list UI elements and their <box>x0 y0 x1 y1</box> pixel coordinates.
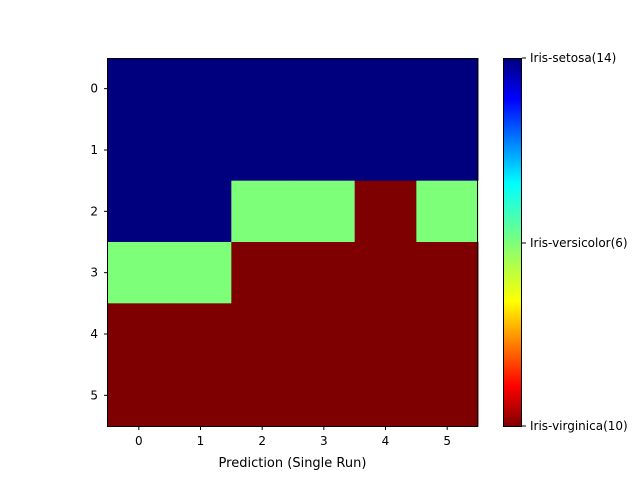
heatmap-cell <box>108 303 171 366</box>
heatmap-cell <box>416 58 479 120</box>
y-tick-label: 4 <box>90 327 98 341</box>
heatmap-cell <box>354 119 417 182</box>
heatmap-cell <box>293 180 356 243</box>
heatmap-cell <box>293 303 356 366</box>
heatmap-cell <box>416 119 479 182</box>
plot-frame <box>107 58 478 427</box>
y-axis-ticks: 0 1 2 3 4 5 <box>90 82 108 402</box>
colorbar-ticks: Iris-setosa(14) Iris-versicolor(6) Iris-vi… <box>522 51 628 433</box>
x-tick-label: 3 <box>320 434 328 448</box>
heatmap-cell <box>231 303 294 366</box>
heatmap-cell <box>354 180 417 243</box>
heatmap-cell <box>354 364 417 427</box>
heatmap-cell <box>169 119 232 182</box>
colorbar-tick-label: Iris-virginica(10) <box>530 419 628 433</box>
heatmap-cell <box>231 364 294 427</box>
heatmap-cell <box>354 242 417 304</box>
x-axis-ticks: 0 1 2 3 4 5 <box>135 426 451 448</box>
x-axis-label: Prediction (Single Run) <box>219 456 367 471</box>
x-tick-label: 1 <box>197 434 205 448</box>
heatmap-cell <box>416 242 479 304</box>
x-tick-label: 0 <box>135 434 143 448</box>
heatmap-cell <box>293 242 356 304</box>
colorbar-tick-label: Iris-setosa(14) <box>530 51 616 65</box>
heatmap-cell <box>416 364 479 427</box>
heatmap-cell <box>416 180 479 243</box>
heatmap-cell <box>169 58 232 120</box>
heatmap-cell <box>169 242 232 304</box>
x-tick-label: 5 <box>443 434 451 448</box>
heatmap-cells <box>108 58 479 427</box>
heatmap-cell <box>354 303 417 366</box>
heatmap-cell <box>231 180 294 243</box>
heatmap-cell <box>231 58 294 120</box>
heatmap-cell <box>169 180 232 243</box>
heatmap-cell <box>293 119 356 182</box>
heatmap-cell <box>108 242 171 304</box>
heatmap-cell <box>108 119 171 182</box>
heatmap-cell <box>231 119 294 182</box>
y-tick-label: 1 <box>90 143 98 157</box>
heatmap-cell <box>293 364 356 427</box>
y-tick-label: 2 <box>90 204 98 218</box>
heatmap-cell <box>108 364 171 427</box>
heatmap-cell <box>169 364 232 427</box>
x-tick-label: 4 <box>382 434 390 448</box>
heatmap-cell <box>354 58 417 120</box>
heatmap-cell <box>416 303 479 366</box>
heatmap-cell <box>231 242 294 304</box>
y-tick-label: 3 <box>90 266 98 280</box>
heatmap-cell <box>108 58 171 120</box>
colorbar-tick-label: Iris-versicolor(6) <box>530 236 628 250</box>
heatmap-cell <box>108 180 171 243</box>
heatmap-cell <box>293 58 356 120</box>
heatmap-cell <box>169 303 232 366</box>
colorbar <box>503 58 522 427</box>
y-tick-label: 5 <box>90 388 98 402</box>
y-tick-label: 0 <box>90 82 98 96</box>
x-tick-label: 2 <box>258 434 266 448</box>
